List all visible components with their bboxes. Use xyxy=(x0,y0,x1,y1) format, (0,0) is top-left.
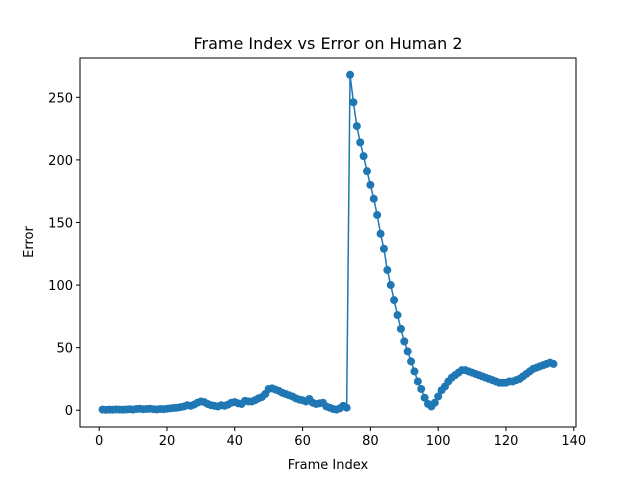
data-point xyxy=(410,367,419,376)
y-tick-label: 250 xyxy=(48,91,73,106)
data-point xyxy=(373,210,382,219)
y-axis-label: Error xyxy=(22,226,37,258)
x-axis-label: Frame Index xyxy=(288,458,369,473)
x-tick-label: 140 xyxy=(561,434,586,449)
data-point xyxy=(349,98,358,107)
plot-frame xyxy=(79,57,577,428)
data-point xyxy=(356,138,365,147)
data-point xyxy=(379,244,388,253)
y-tick-label: 100 xyxy=(48,279,73,294)
y-tick-label: 0 xyxy=(65,404,73,419)
data-point xyxy=(403,347,412,356)
x-tick-label: 100 xyxy=(426,434,451,449)
x-tick-label: 0 xyxy=(95,434,103,449)
data-point xyxy=(359,152,368,161)
x-tick-label: 60 xyxy=(294,434,311,449)
data-point xyxy=(413,377,422,386)
data-point xyxy=(400,337,409,346)
x-tick-label: 20 xyxy=(159,434,176,449)
y-tick-label: 150 xyxy=(48,216,73,231)
data-point xyxy=(430,398,439,407)
x-tick-label: 120 xyxy=(494,434,519,449)
data-point xyxy=(342,403,351,412)
chart-title: Frame Index vs Error on Human 2 xyxy=(193,34,462,53)
x-tick-label: 80 xyxy=(362,434,379,449)
data-point xyxy=(362,167,371,176)
data-point xyxy=(386,281,395,290)
data-point xyxy=(549,359,558,368)
data-point xyxy=(407,357,416,366)
data-point xyxy=(366,180,375,189)
data-point xyxy=(383,266,392,275)
data-point xyxy=(393,311,402,320)
data-point xyxy=(352,122,361,131)
data-point xyxy=(346,70,355,79)
y-tick-label: 50 xyxy=(56,342,73,357)
data-point xyxy=(369,194,378,203)
data-point xyxy=(390,296,399,305)
data-point xyxy=(396,324,405,333)
data-point xyxy=(376,229,385,238)
x-tick-label: 40 xyxy=(226,434,243,449)
data-point xyxy=(434,392,443,401)
data-point xyxy=(420,393,429,402)
y-tick-label: 200 xyxy=(48,154,73,169)
data-point xyxy=(417,384,426,393)
